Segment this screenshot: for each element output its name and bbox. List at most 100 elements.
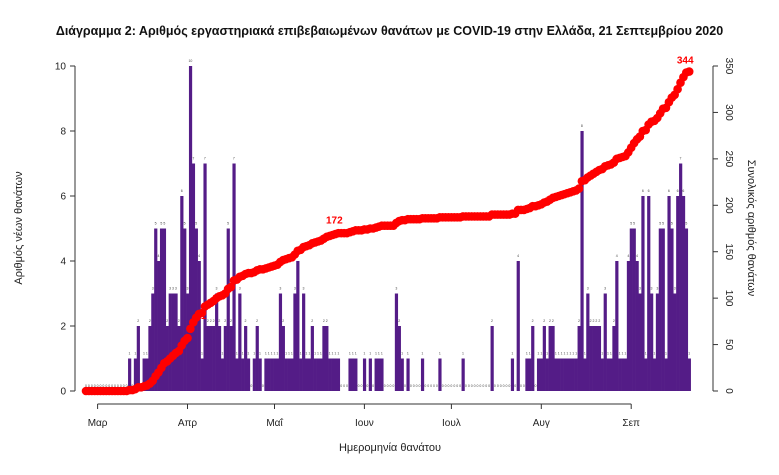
bar-value-label: 1 xyxy=(537,352,539,356)
bar-value-label: 0 xyxy=(366,384,368,388)
bar-value-label: 0 xyxy=(459,384,461,388)
bar xyxy=(336,358,341,391)
bar-value-label: 1 xyxy=(653,352,655,356)
bar-value-label: 10 xyxy=(188,59,192,63)
bar-value-label: 0 xyxy=(433,384,435,388)
bar-value-label: 1 xyxy=(349,352,351,356)
bar xyxy=(136,326,140,391)
bar xyxy=(554,358,558,391)
bar xyxy=(238,293,242,391)
bar xyxy=(362,358,367,391)
bar-value-label: 1 xyxy=(129,352,131,356)
bar xyxy=(664,358,668,391)
bar-value-label: 1 xyxy=(624,352,626,356)
bar-value-label: 6 xyxy=(682,189,684,193)
bar-value-label: 1 xyxy=(329,352,331,356)
bar xyxy=(162,228,167,391)
bar xyxy=(325,326,329,391)
bar xyxy=(348,358,352,391)
x-tick-label: Απρ xyxy=(178,418,198,429)
bar-value-label: 1 xyxy=(274,352,276,356)
bar-value-label: 2 xyxy=(491,319,493,323)
bar-value-label: 4 xyxy=(636,254,638,258)
bar-value-label: 3 xyxy=(303,287,305,291)
bar xyxy=(560,358,564,391)
bar-value-label: 1 xyxy=(421,352,423,356)
bar-value-label: 2 xyxy=(590,319,592,323)
bar-value-label: 1 xyxy=(146,352,148,356)
bar xyxy=(290,358,294,391)
bar xyxy=(203,163,207,391)
bar-value-label: 0 xyxy=(102,384,104,388)
bar xyxy=(629,228,633,391)
bar-value-label: 0 xyxy=(479,384,481,388)
bar-value-label: 1 xyxy=(622,352,624,356)
bar-value-label: 1 xyxy=(575,352,577,356)
bar xyxy=(206,326,210,391)
bar-value-label: 0 xyxy=(392,384,394,388)
y-tick-label: 10 xyxy=(55,62,67,73)
bar xyxy=(673,293,677,391)
bar-value-label: 0 xyxy=(404,384,406,388)
bar-value-label: 1 xyxy=(363,352,365,356)
bar-value-label: 1 xyxy=(566,352,568,356)
bar xyxy=(307,358,312,391)
bar-value-label: 1 xyxy=(688,352,690,356)
bar xyxy=(287,358,291,391)
bar xyxy=(380,358,384,391)
y2-tick-label: 50 xyxy=(723,339,734,351)
bar-value-label: 2 xyxy=(543,319,545,323)
cumulative-annotation: 344 xyxy=(677,56,694,67)
bar-value-label: 1 xyxy=(285,352,287,356)
bar-value-label: 2 xyxy=(532,319,534,323)
cumulative-point xyxy=(684,67,694,76)
bar-value-label: 5 xyxy=(630,222,632,226)
bar xyxy=(258,358,262,391)
bar-value-label: 5 xyxy=(662,222,664,226)
bar-value-label: 5 xyxy=(155,222,157,226)
bar-value-label: 1 xyxy=(201,352,203,356)
bar xyxy=(151,293,155,391)
bar xyxy=(647,196,651,391)
bar-value-label: 3 xyxy=(639,287,641,291)
bar xyxy=(397,326,401,391)
bar-value-label: 1 xyxy=(407,352,409,356)
bar-value-label: 1 xyxy=(619,352,621,356)
bar xyxy=(226,228,230,391)
bar-value-label: 2 xyxy=(224,319,226,323)
bar-value-label: 2 xyxy=(256,319,258,323)
cumulative-point xyxy=(226,282,236,292)
bar xyxy=(687,358,691,391)
bar xyxy=(217,326,222,391)
bar-value-label: 1 xyxy=(381,352,383,356)
bar xyxy=(632,228,636,391)
bar xyxy=(273,358,277,391)
bar xyxy=(571,358,575,391)
bar xyxy=(197,261,201,391)
bar-value-label: 2 xyxy=(398,319,400,323)
bar-value-label: 6 xyxy=(677,189,679,193)
bar-value-label: 1 xyxy=(607,352,609,356)
bar-value-label: 1 xyxy=(288,352,290,356)
bar-value-label: 4 xyxy=(158,254,160,258)
bar xyxy=(168,293,172,391)
y-tick-label: 6 xyxy=(60,192,66,203)
bar xyxy=(284,358,288,391)
bar xyxy=(650,293,654,391)
bar xyxy=(264,358,268,391)
bar-value-label: 0 xyxy=(497,384,499,388)
y-tick-label: 2 xyxy=(60,322,66,333)
bar-value-label: 1 xyxy=(355,352,357,356)
bar-value-label: 4 xyxy=(517,254,519,258)
bar xyxy=(594,326,599,391)
y2-tick-label: 0 xyxy=(723,388,734,394)
bar xyxy=(145,358,149,391)
bar xyxy=(490,326,494,391)
bar-value-label: 2 xyxy=(323,319,325,323)
bar-value-label: 5 xyxy=(163,222,165,226)
bar xyxy=(296,261,300,391)
bar-value-label: 3 xyxy=(239,287,241,291)
bar-value-label: 0 xyxy=(126,384,128,388)
